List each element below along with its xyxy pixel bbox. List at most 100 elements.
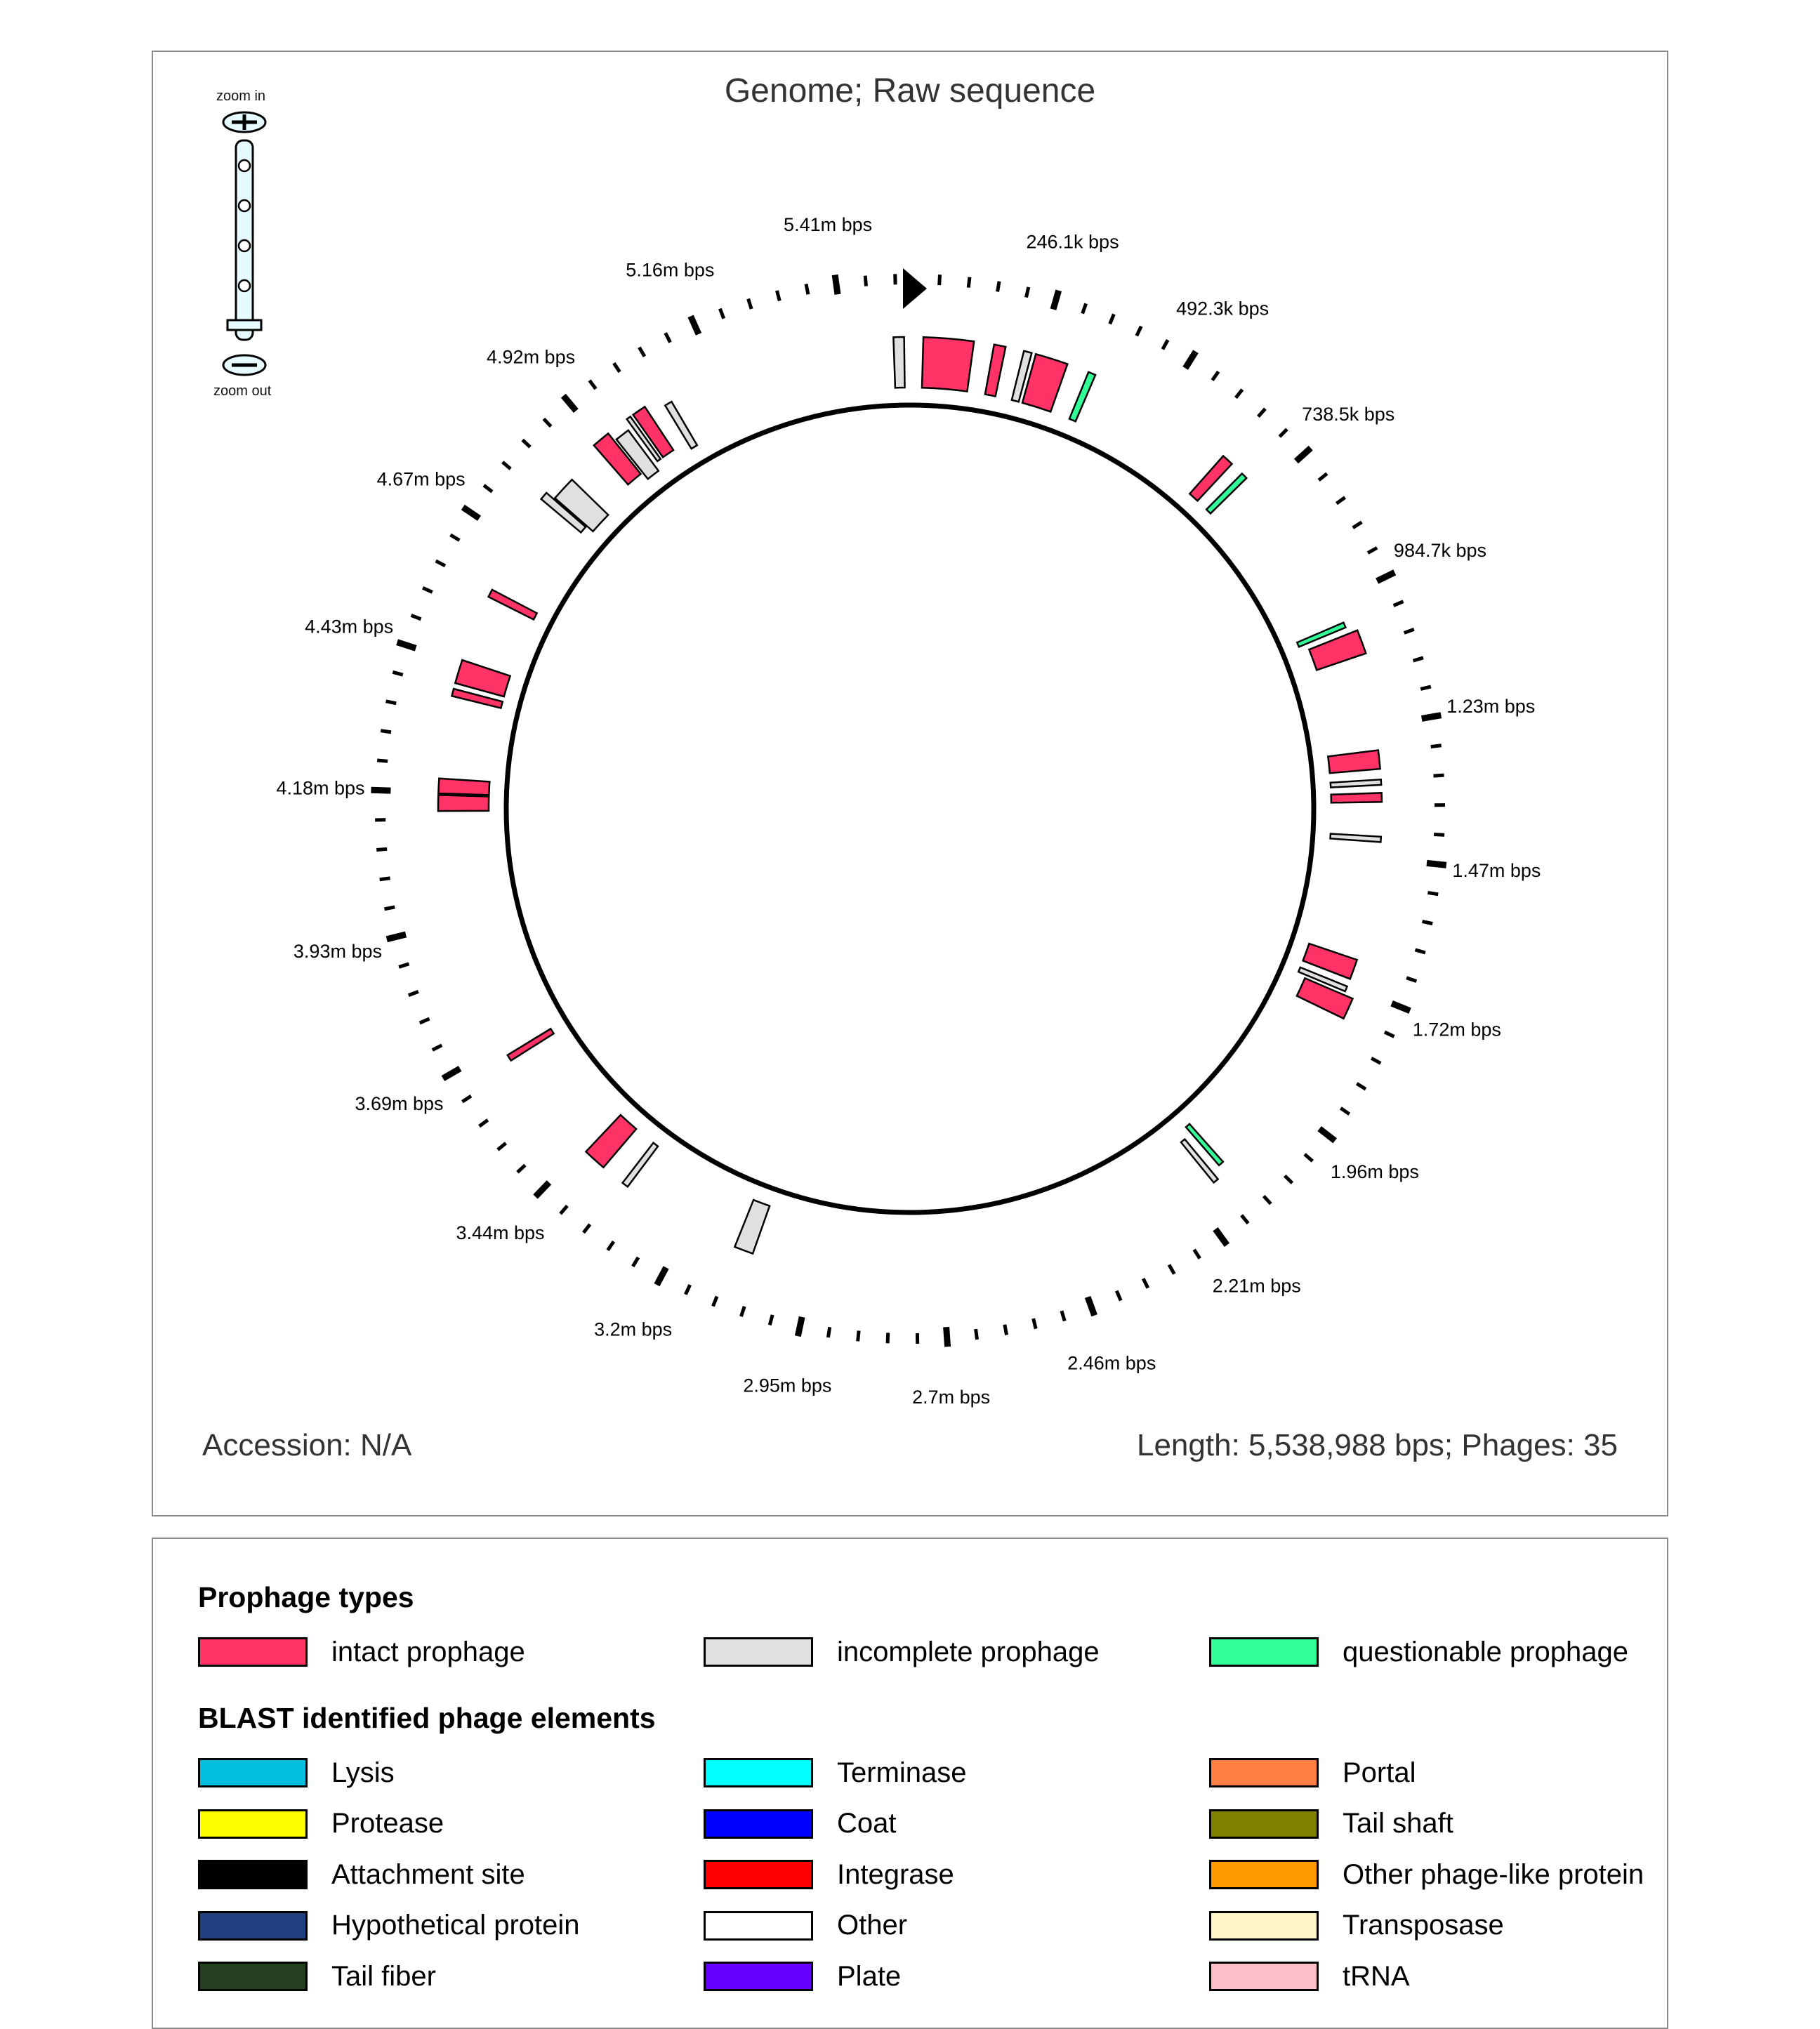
blast-element-legend-item: Other phage-like protein (1209, 1858, 1644, 1891)
legend-label: Portal (1343, 1757, 1416, 1789)
legend-label: Coat (837, 1808, 897, 1839)
legend-label: Plate (837, 1961, 901, 1992)
minor-tick (517, 1165, 525, 1172)
minor-tick (436, 561, 445, 566)
minor-tick (1427, 892, 1438, 894)
legend-label: questionable prophage (1343, 1637, 1628, 1668)
major-tick (1422, 715, 1442, 719)
minor-tick (1319, 474, 1327, 480)
minor-tick (1285, 1176, 1293, 1183)
blast-element-legend-item: Lysis (198, 1757, 395, 1789)
prophage-region-incomplete[interactable] (1181, 1139, 1218, 1183)
prophage-regions (438, 337, 1382, 1254)
minor-tick (1279, 429, 1287, 437)
prophage-region-intact[interactable] (438, 795, 489, 811)
prophage-region-incomplete[interactable] (1331, 779, 1381, 787)
minor-tick (1434, 775, 1444, 776)
minor-tick (1340, 1108, 1349, 1114)
prophage-region-questionable[interactable] (1186, 1124, 1223, 1165)
major-tick (798, 1317, 802, 1336)
legend-label: Lysis (331, 1757, 395, 1789)
tick-label: 3.2m bps (594, 1319, 672, 1340)
minor-tick (1404, 629, 1414, 633)
prophage-region-questionable[interactable] (1069, 372, 1095, 421)
minor-tick (1083, 303, 1086, 313)
origin-arrow-icon (903, 268, 927, 309)
prophage-region-incomplete[interactable] (734, 1200, 770, 1254)
legend-swatch (704, 1860, 813, 1889)
prophage-region-intact[interactable] (508, 1029, 554, 1060)
major-tick (947, 1327, 948, 1347)
tick-label: 4.67m bps (377, 468, 466, 489)
minor-tick (393, 672, 403, 675)
minor-tick (1213, 371, 1219, 380)
tick-label: 2.95m bps (743, 1375, 831, 1396)
minor-tick (1116, 1291, 1121, 1301)
major-tick (1377, 572, 1394, 581)
prophage-types-heading: Prophage types (198, 1581, 414, 1614)
tick-label: 5.41m bps (784, 214, 872, 235)
blast-element-legend-item: Coat (704, 1808, 897, 1840)
prophage-region-incomplete[interactable] (1331, 834, 1381, 842)
tick-label: 4.92m bps (487, 347, 575, 368)
prophage-region-intact[interactable] (586, 1115, 636, 1168)
minor-tick (749, 299, 752, 309)
minor-tick (386, 701, 397, 703)
prophage-region-intact[interactable] (1328, 751, 1380, 774)
blast-element-legend-item: Transposase (1209, 1910, 1504, 1942)
minor-tick (1431, 746, 1442, 747)
minor-tick (543, 419, 550, 427)
prophage-region-incomplete[interactable] (623, 1143, 658, 1187)
minor-tick (865, 276, 866, 286)
legend-label: Other (837, 1910, 907, 1941)
prophage-region-incomplete[interactable] (893, 337, 904, 388)
minor-tick (384, 907, 395, 909)
major-tick (463, 508, 479, 519)
prophage-region-intact[interactable] (489, 590, 537, 620)
prophage-region-intact[interactable] (438, 779, 489, 795)
minor-tick (484, 485, 492, 491)
prophage-region-intact[interactable] (1297, 978, 1353, 1018)
legend-label: Terminase (837, 1757, 967, 1789)
legend-label: Other phage-like protein (1343, 1859, 1644, 1891)
legend-swatch (1209, 1911, 1319, 1941)
prophage-region-intact[interactable] (1331, 793, 1382, 802)
minor-tick (409, 991, 418, 995)
minor-tick (1385, 1032, 1394, 1036)
minor-tick (777, 291, 779, 301)
minor-tick (741, 1307, 744, 1316)
minor-tick (1420, 687, 1431, 689)
minor-tick (1357, 1083, 1366, 1089)
prophage-type-legend-item: intact prophage (198, 1636, 525, 1668)
minor-tick (976, 1329, 977, 1340)
minor-tick (614, 363, 619, 371)
minor-tick (560, 1205, 567, 1213)
minor-tick (1264, 1196, 1271, 1204)
minor-tick (450, 535, 459, 541)
prophage-region-intact[interactable] (985, 345, 1005, 397)
minor-tick (1163, 340, 1168, 349)
minor-tick (411, 615, 421, 619)
minor-tick (1305, 1154, 1312, 1161)
blast-element-legend-item: Attachment site (198, 1858, 525, 1891)
minor-tick (1169, 1265, 1174, 1274)
major-tick (1185, 352, 1196, 369)
blast-element-legend-item: Terminase (704, 1757, 967, 1789)
minor-tick (583, 1224, 590, 1233)
blast-elements-heading: BLAST identified phage elements (198, 1702, 656, 1735)
minor-tick (939, 275, 940, 285)
legend-swatch (1209, 1809, 1319, 1839)
blast-element-legend-item: Integrase (704, 1858, 954, 1891)
minor-tick (1137, 326, 1141, 336)
major-tick (835, 275, 838, 294)
genome-backbone-circle (506, 405, 1314, 1212)
legend-label: Attachment site (331, 1859, 525, 1891)
tick-label: 2.46m bps (1067, 1352, 1156, 1373)
minor-tick (713, 1297, 717, 1307)
minor-tick (1415, 950, 1425, 953)
prophage-region-intact[interactable] (922, 337, 974, 391)
prophage-region-incomplete[interactable] (665, 402, 697, 449)
legend-label: Integrase (837, 1859, 954, 1891)
blast-element-legend-item: Other (704, 1910, 907, 1942)
major-tick (1088, 1297, 1095, 1315)
